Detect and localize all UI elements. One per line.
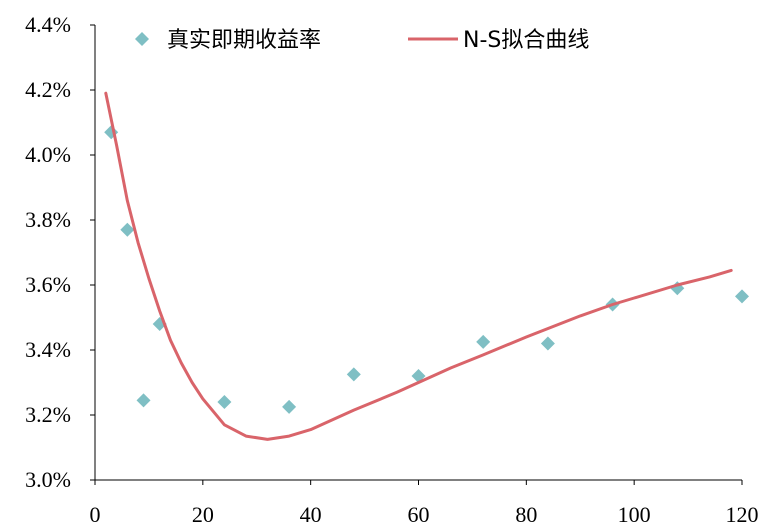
yield-point bbox=[346, 367, 361, 382]
y-tick-label: 3.4% bbox=[25, 337, 71, 362]
series-layer bbox=[104, 91, 749, 441]
x-tick-label: 80 bbox=[515, 502, 537, 527]
legend-label-ns-curve: N-S拟合曲线 bbox=[463, 28, 589, 53]
y-tick-label: 3.0% bbox=[25, 467, 71, 492]
yield-point bbox=[136, 393, 151, 408]
y-tick-label: 4.2% bbox=[25, 77, 71, 102]
yield-point bbox=[282, 399, 297, 414]
yield-point bbox=[476, 334, 491, 349]
yield-point bbox=[540, 336, 555, 351]
legend-diamond-marker bbox=[135, 32, 149, 46]
y-tick-label: 3.8% bbox=[25, 207, 71, 232]
y-tick-label: 3.6% bbox=[25, 272, 71, 297]
y-tick-label: 3.2% bbox=[25, 402, 71, 427]
x-tick-label: 100 bbox=[618, 502, 651, 527]
legend: 真实即期收益率 N-S拟合曲线 bbox=[135, 28, 589, 53]
ns-fit-curve-line bbox=[104, 91, 733, 441]
yield-point bbox=[217, 395, 232, 409]
y-tick-label: 4.4% bbox=[25, 12, 71, 37]
yield-point bbox=[735, 289, 749, 304]
x-tick-label: 40 bbox=[300, 502, 322, 527]
x-tick-label: 120 bbox=[726, 502, 759, 527]
legend-label-actual-yield: 真实即期收益率 bbox=[167, 28, 321, 53]
x-tick-label: 0 bbox=[90, 502, 101, 527]
x-tick-label: 20 bbox=[192, 502, 214, 527]
y-tick-label: 4.0% bbox=[25, 142, 71, 167]
x-tick-label: 60 bbox=[408, 502, 430, 527]
axes: 3.0% 3.2% 3.4% 3.6% 3.8% 4.0% 4.2% 4.4% 0 20 40 60 8… bbox=[25, 12, 758, 527]
yield-point bbox=[120, 222, 135, 237]
